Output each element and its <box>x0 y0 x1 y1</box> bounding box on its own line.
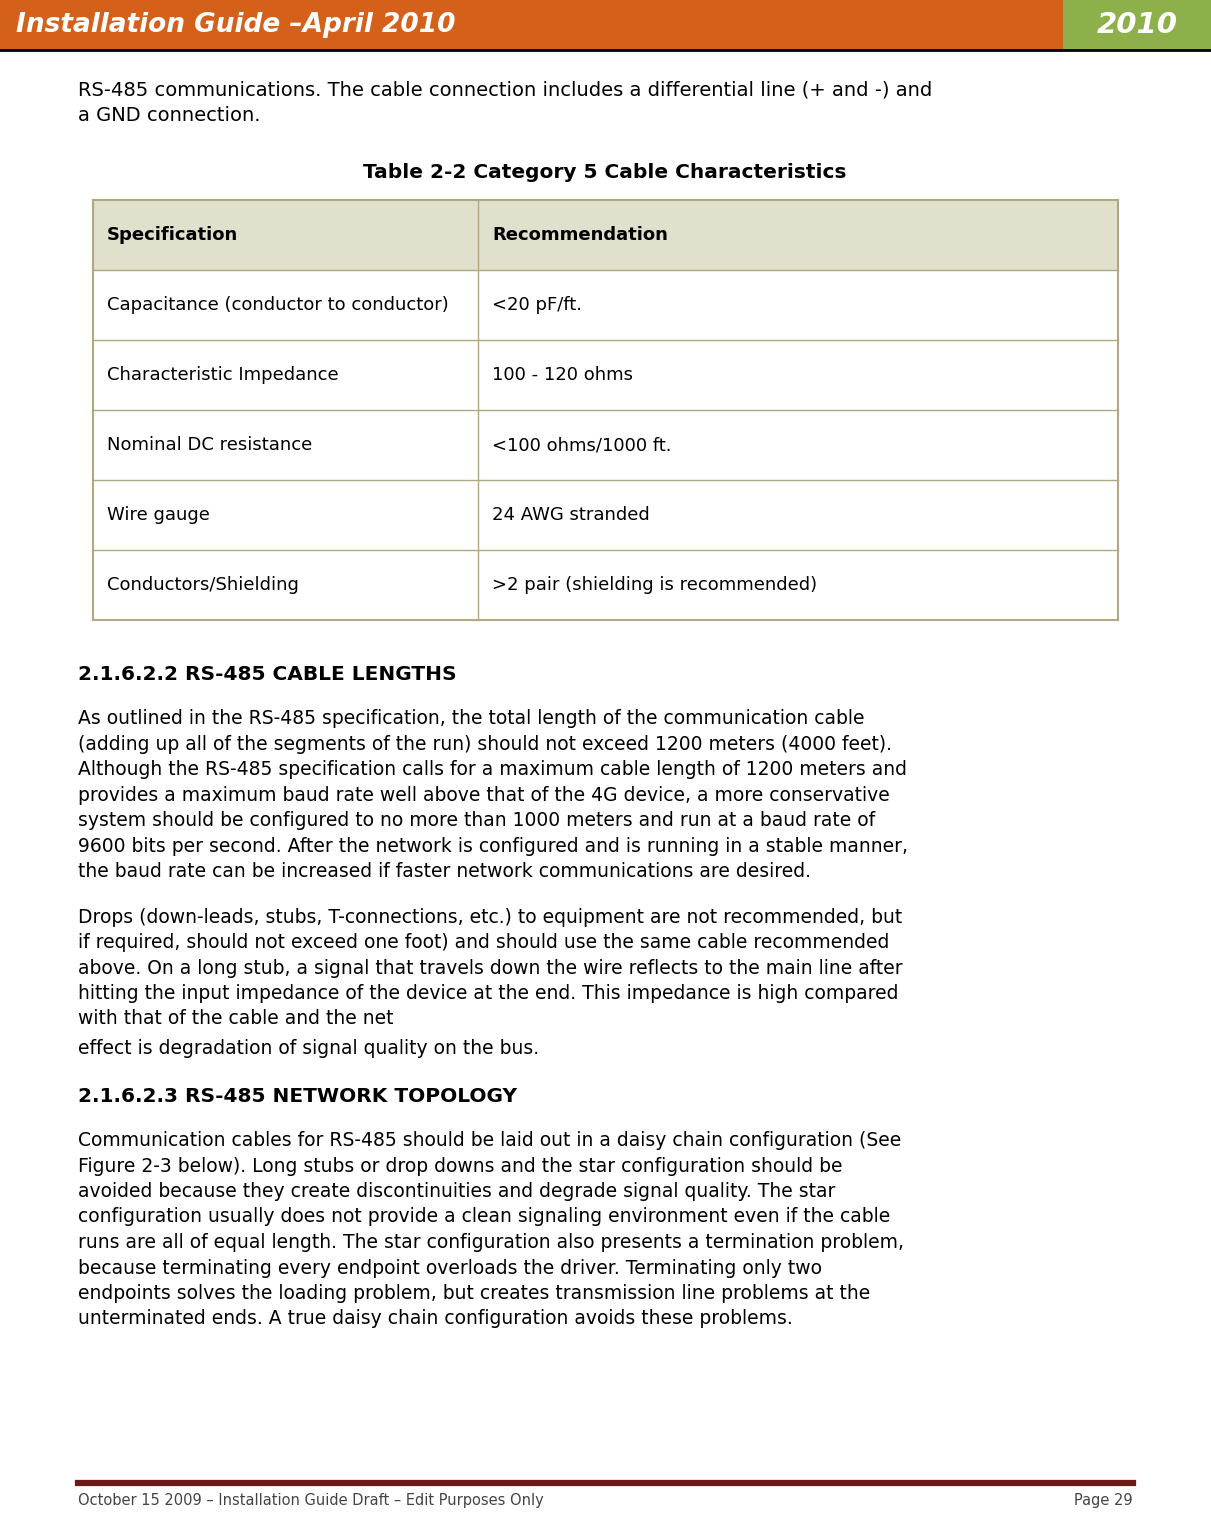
Text: if required, should not exceed one foot) and should use the same cable recommend: if required, should not exceed one foot)… <box>78 933 889 953</box>
Text: Specification: Specification <box>107 226 239 244</box>
Text: Drops (down-leads, stubs, T-connections, etc.) to equipment are not recommended,: Drops (down-leads, stubs, T-connections,… <box>78 907 902 927</box>
Bar <box>93 200 1118 270</box>
Text: Table 2-2 Category 5 Cable Characteristics: Table 2-2 Category 5 Cable Characteristi… <box>363 162 846 182</box>
Text: a GND connection.: a GND connection. <box>78 106 260 124</box>
Text: 9600 bits per second. After the network is configured and is running in a stable: 9600 bits per second. After the network … <box>78 836 908 856</box>
Bar <box>93 410 1118 479</box>
Text: <100 ohms/1000 ft.: <100 ohms/1000 ft. <box>492 435 672 454</box>
Text: 24 AWG stranded: 24 AWG stranded <box>492 507 650 523</box>
Text: Nominal DC resistance: Nominal DC resistance <box>107 435 312 454</box>
Text: the baud rate can be increased if faster network communications are desired.: the baud rate can be increased if faster… <box>78 862 811 881</box>
Bar <box>93 340 1118 410</box>
Text: Wire gauge: Wire gauge <box>107 507 210 523</box>
Text: Conductors/Shielding: Conductors/Shielding <box>107 576 299 595</box>
Text: Capacitance (conductor to conductor): Capacitance (conductor to conductor) <box>107 296 449 314</box>
Text: As outlined in the RS-485 specification, the total length of the communication c: As outlined in the RS-485 specification,… <box>78 708 865 728</box>
Text: Installation Guide –April 2010: Installation Guide –April 2010 <box>16 12 455 38</box>
Text: endpoints solves the loading problem, but creates transmission line problems at : endpoints solves the loading problem, bu… <box>78 1283 871 1303</box>
Text: Page 29: Page 29 <box>1074 1493 1133 1508</box>
Text: 2.1.6.2.2 RS-485 CABLE LENGTHS: 2.1.6.2.2 RS-485 CABLE LENGTHS <box>78 664 457 684</box>
Text: system should be configured to no more than 1000 meters and run at a baud rate o: system should be configured to no more t… <box>78 812 876 830</box>
Text: effect is degradation of signal quality on the bus.: effect is degradation of signal quality … <box>78 1039 539 1057</box>
Text: configuration usually does not provide a clean signaling environment even if the: configuration usually does not provide a… <box>78 1208 890 1227</box>
Text: provides a maximum baud rate well above that of the 4G device, a more conservati: provides a maximum baud rate well above … <box>78 786 890 804</box>
Text: Communication cables for RS-485 should be laid out in a daisy chain configuratio: Communication cables for RS-485 should b… <box>78 1132 901 1150</box>
Text: Figure 2-3 below). Long stubs or drop downs and the star configuration should be: Figure 2-3 below). Long stubs or drop do… <box>78 1156 843 1176</box>
Text: above. On a long stub, a signal that travels down the wire reflects to the main : above. On a long stub, a signal that tra… <box>78 959 902 977</box>
Text: Recommendation: Recommendation <box>492 226 668 244</box>
Text: hitting the input impedance of the device at the end. This impedance is high com: hitting the input impedance of the devic… <box>78 985 899 1003</box>
Text: because terminating every endpoint overloads the driver. Terminating only two: because terminating every endpoint overl… <box>78 1259 822 1277</box>
Text: with that of the cable and the net: with that of the cable and the net <box>78 1009 394 1029</box>
Text: unterminated ends. A true daisy chain configuration avoids these problems.: unterminated ends. A true daisy chain co… <box>78 1309 793 1329</box>
Text: Characteristic Impedance: Characteristic Impedance <box>107 366 339 384</box>
Text: runs are all of equal length. The star configuration also presents a termination: runs are all of equal length. The star c… <box>78 1233 903 1252</box>
Text: <20 pF/ft.: <20 pF/ft. <box>492 296 582 314</box>
Bar <box>93 270 1118 340</box>
Text: RS-485 communications. The cable connection includes a differential line (+ and : RS-485 communications. The cable connect… <box>78 80 932 99</box>
Bar <box>1063 0 1211 50</box>
Text: 100 - 120 ohms: 100 - 120 ohms <box>492 366 633 384</box>
Bar <box>0 0 1063 50</box>
Text: Although the RS-485 specification calls for a maximum cable length of 1200 meter: Although the RS-485 specification calls … <box>78 760 907 780</box>
Text: (adding up all of the segments of the run) should not exceed 1200 meters (4000 f: (adding up all of the segments of the ru… <box>78 734 893 754</box>
Bar <box>93 479 1118 551</box>
Text: 2010: 2010 <box>1096 11 1177 39</box>
Text: 2.1.6.2.3 RS-485 NETWORK TOPOLOGY: 2.1.6.2.3 RS-485 NETWORK TOPOLOGY <box>78 1088 517 1106</box>
Text: avoided because they create discontinuities and degrade signal quality. The star: avoided because they create discontinuit… <box>78 1182 836 1201</box>
Text: >2 pair (shielding is recommended): >2 pair (shielding is recommended) <box>492 576 817 595</box>
Bar <box>93 551 1118 620</box>
Text: October 15 2009 – Installation Guide Draft – Edit Purposes Only: October 15 2009 – Installation Guide Dra… <box>78 1493 544 1508</box>
